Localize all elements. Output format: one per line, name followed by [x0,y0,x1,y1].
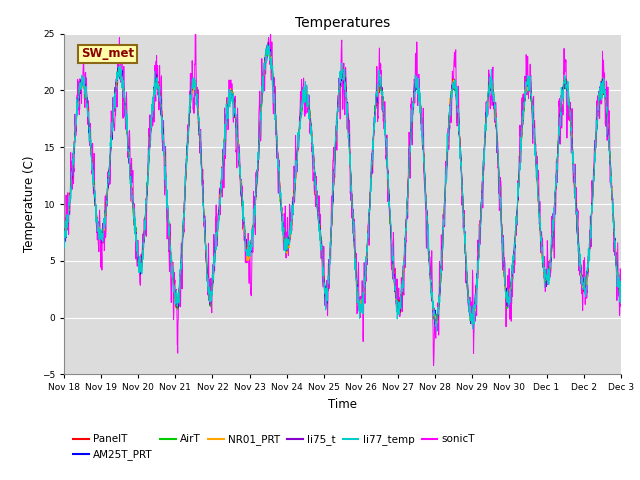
sonicT [371,113,379,119]
li75_t [359,301,367,307]
li77_temp [584,269,591,275]
sonicT [216,192,223,198]
PanelT [265,42,273,48]
Y-axis label: Temperature (C): Temperature (C) [23,156,36,252]
li77_temp [505,296,513,301]
X-axis label: Time: Time [328,398,357,411]
sonicT [568,106,576,111]
NR01_PRT [60,236,68,242]
AM25T_PRT [216,206,223,212]
PanelT [584,272,591,277]
PanelT [505,299,513,305]
AM25T_PRT [617,283,625,288]
Text: SW_met: SW_met [81,48,134,60]
li75_t [264,39,272,45]
AM25T_PRT [371,113,379,119]
NR01_PRT [359,302,367,308]
li77_temp [568,151,576,156]
PanelT [216,208,223,214]
AirT [505,294,513,300]
li77_temp [359,300,367,305]
PanelT [433,320,440,326]
AirT [359,299,367,305]
PanelT [60,233,68,239]
NR01_PRT [264,44,271,49]
PanelT [359,303,367,309]
Line: AM25T_PRT: AM25T_PRT [64,46,621,328]
NR01_PRT [433,322,440,327]
NR01_PRT [371,113,379,119]
Title: Temperatures: Temperatures [295,16,390,30]
li77_temp [617,300,625,306]
li75_t [584,270,591,276]
PanelT [617,290,625,296]
NR01_PRT [216,209,223,215]
li77_temp [60,240,68,245]
AM25T_PRT [264,43,271,48]
AirT [60,229,68,235]
li77_temp [371,114,379,120]
AM25T_PRT [359,298,367,304]
AirT [584,270,591,276]
PanelT [568,135,576,141]
li75_t [371,116,379,121]
AirT [216,205,223,211]
AirT [568,137,576,143]
sonicT [60,233,68,239]
AirT [265,43,273,49]
PanelT [371,115,379,120]
sonicT [267,23,275,29]
sonicT [505,295,513,300]
li77_temp [216,210,223,216]
AirT [371,112,379,118]
li75_t [617,286,625,292]
li75_t [568,136,576,142]
AM25T_PRT [505,303,513,309]
li75_t [60,232,68,238]
NR01_PRT [584,270,591,276]
li75_t [216,204,223,210]
sonicT [429,363,437,369]
sonicT [584,268,591,274]
NR01_PRT [617,282,625,288]
NR01_PRT [568,140,576,145]
li75_t [432,321,440,327]
Line: li77_temp: li77_temp [64,45,621,332]
AirT [468,321,476,326]
Line: NR01_PRT: NR01_PRT [64,47,621,324]
Line: li75_t: li75_t [64,42,621,324]
Line: PanelT: PanelT [64,45,621,323]
sonicT [359,304,367,310]
li77_temp [264,42,271,48]
AirT [617,290,625,296]
AM25T_PRT [60,232,68,238]
Line: AirT: AirT [64,46,621,324]
Legend: PanelT, AM25T_PRT, AirT, NR01_PRT, li75_t, li77_temp, sonicT: PanelT, AM25T_PRT, AirT, NR01_PRT, li75_… [69,430,479,465]
AM25T_PRT [468,325,476,331]
NR01_PRT [505,302,513,308]
li77_temp [433,329,440,335]
AM25T_PRT [568,144,576,150]
li75_t [505,297,513,303]
sonicT [617,303,625,309]
Line: sonicT: sonicT [64,26,621,366]
AM25T_PRT [584,271,591,276]
